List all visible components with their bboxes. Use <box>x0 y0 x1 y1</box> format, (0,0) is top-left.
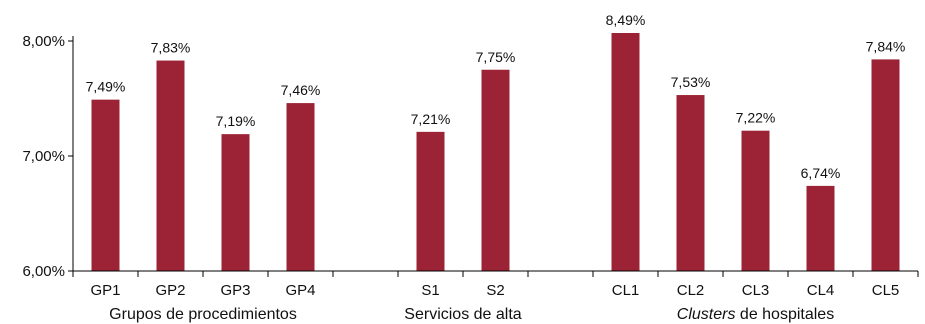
data-label-s1: 7,21% <box>411 111 451 127</box>
bars: 7,49% 7,83% 7,19% 7,46% 7,21% 7,75% 8,49% 7,53%… <box>86 12 906 272</box>
bar-cl4 <box>806 185 835 271</box>
x-tick-label-s2: S2 <box>486 282 504 299</box>
group-label: Servicios de alta <box>404 306 521 323</box>
bar-gp4 <box>286 103 315 271</box>
group-label-text: de hospitales <box>735 306 834 323</box>
bar-cl2 <box>676 95 705 271</box>
group-label: Grupos de procedimientos <box>109 306 297 323</box>
group-label: Clusters de hospitales <box>677 306 834 323</box>
data-label-gp4: 7,46% <box>281 82 321 98</box>
group-label-text: Servicios de alta <box>404 306 521 323</box>
y-axis: 6,00% 7,00% 8,00% <box>22 33 74 280</box>
data-label-cl4: 6,74% <box>801 165 841 181</box>
x-tick-label-gp1: GP1 <box>90 282 120 299</box>
group-labels: Grupos de procedimientos Servicios de alt… <box>109 306 834 323</box>
bar-gp1 <box>91 99 120 272</box>
bar-cl3 <box>741 130 770 271</box>
data-label-cl5: 7,84% <box>866 38 906 54</box>
data-label-gp1: 7,49% <box>86 79 126 95</box>
x-axis: GP1 GP2 GP3 GP4 S1 S2 CL1 CL2 CL3 CL4 CL5 <box>72 270 919 299</box>
group-label-italic: Clusters <box>677 306 736 323</box>
group-label-text: Grupos de procedimientos <box>109 306 297 323</box>
y-tick-label: 8,00% <box>22 33 65 50</box>
y-tick-label: 7,00% <box>22 148 65 165</box>
x-tick-label-cl5: CL5 <box>872 282 900 299</box>
data-label-cl1: 8,49% <box>606 12 646 28</box>
x-tick-label-gp2: GP2 <box>155 282 185 299</box>
bar-gp3 <box>221 134 250 271</box>
x-tick-label-gp3: GP3 <box>220 282 250 299</box>
y-tick-label: 6,00% <box>22 263 65 280</box>
bar-cl1 <box>611 33 640 271</box>
data-label-cl2: 7,53% <box>671 74 711 90</box>
x-tick-label-s1: S1 <box>421 282 439 299</box>
bar-s1 <box>416 131 445 271</box>
bar-gp2 <box>156 60 185 271</box>
x-tick-label-cl2: CL2 <box>677 282 705 299</box>
data-label-cl3: 7,22% <box>736 110 776 126</box>
x-tick-label-cl1: CL1 <box>612 282 640 299</box>
bar-s2 <box>481 69 510 271</box>
data-label-gp3: 7,19% <box>216 113 256 129</box>
x-tick-label-cl4: CL4 <box>807 282 835 299</box>
data-label-gp2: 7,83% <box>151 40 191 56</box>
x-tick-label-gp4: GP4 <box>285 282 315 299</box>
data-label-s2: 7,75% <box>476 49 516 65</box>
bar-cl5 <box>871 59 900 272</box>
x-tick-label-cl3: CL3 <box>742 282 770 299</box>
